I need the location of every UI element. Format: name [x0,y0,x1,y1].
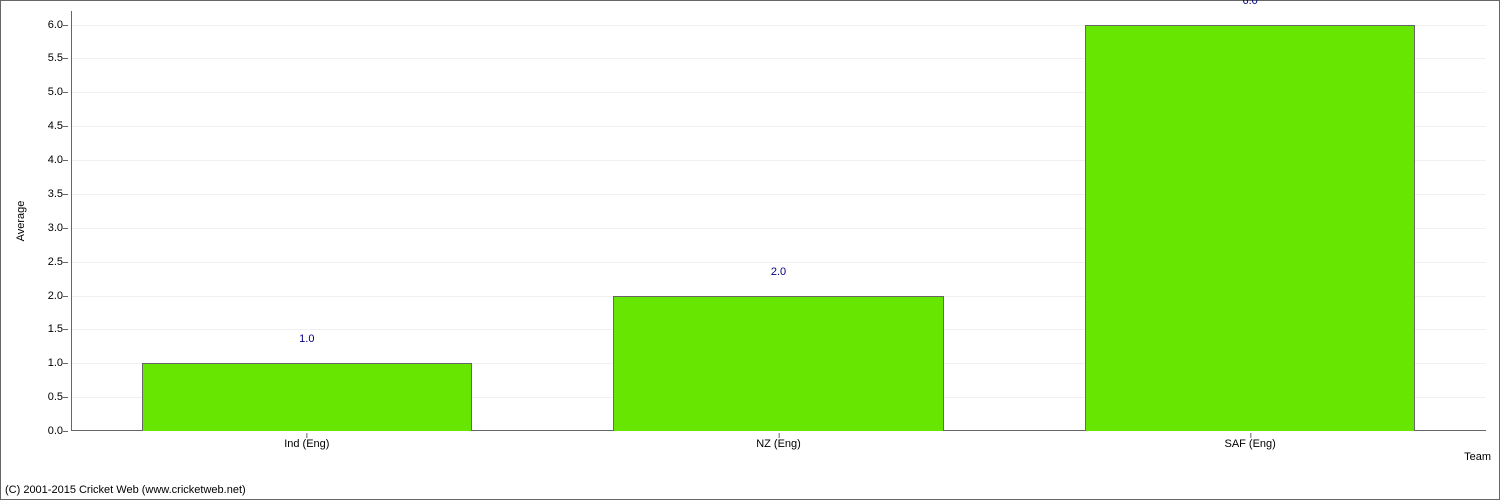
bar-value-label: 1.0 [299,333,314,345]
ytick-label: 3.5 [48,188,63,200]
bar [613,296,943,431]
bar-value-label: 6.0 [1243,0,1258,7]
xtick-label: Ind (Eng) [284,438,329,450]
xtick-label: SAF (Eng) [1224,438,1275,450]
plot-area: 1.02.06.0 [71,11,1486,431]
xaxis-label: Team [1464,451,1491,463]
ytick-label: 2.0 [48,290,63,302]
ytick-label: 6.0 [48,19,63,31]
ytick-label: 4.5 [48,120,63,132]
chart-container: 1.0 2.0 6.0 Average Team (C) 2001-2015 Cri… [0,0,1500,500]
ytick-label: 4.0 [48,154,63,166]
ytick-label: 5.5 [48,52,63,64]
ytick-label: 3.0 [48,222,63,234]
yaxis-label: Average [15,201,27,242]
xtick-label: NZ (Eng) [756,438,801,450]
ytick-label: 1.0 [48,357,63,369]
bar [1085,25,1415,431]
copyright-text: (C) 2001-2015 Cricket Web (www.cricketwe… [5,484,246,496]
bar-value-label: 2.0 [771,266,786,278]
ytick-label: 0.0 [48,425,63,437]
ytick-label: 5.0 [48,86,63,98]
ytick-label: 2.5 [48,256,63,268]
bar [142,363,472,431]
ytick-label: 0.5 [48,391,63,403]
y-axis-line [71,11,72,431]
ytick-label: 1.5 [48,323,63,335]
